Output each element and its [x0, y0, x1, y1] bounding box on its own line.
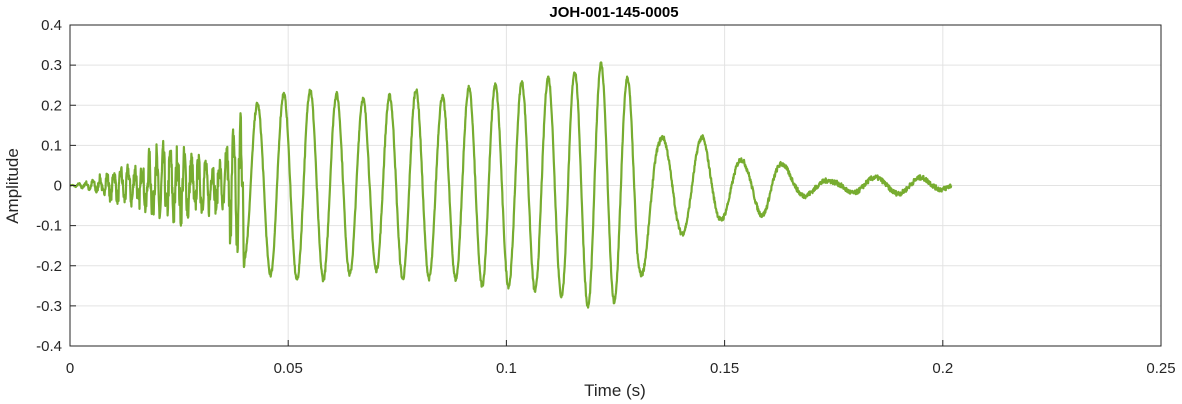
y-tick-label: -0.3 [36, 298, 62, 315]
y-tick-label: -0.1 [36, 218, 62, 235]
y-tick-label: 0.1 [41, 137, 62, 154]
x-tick-label: 0.1 [496, 360, 517, 377]
x-tick-label: 0.15 [710, 360, 739, 377]
x-tick-label: 0.2 [932, 360, 953, 377]
x-axis-ticks: 0 0.05 0.1 0.15 0.2 0.25 [66, 340, 1176, 377]
y-tick-label: -0.2 [36, 258, 62, 275]
waveform-line [69, 61, 953, 309]
y-tick-label: 0.4 [41, 17, 62, 34]
x-tick-label: 0.25 [1146, 360, 1175, 377]
y-tick-label: 0.2 [41, 97, 62, 114]
x-tick-label: 0 [66, 360, 74, 377]
y-axis-label: Amplitude [3, 148, 22, 224]
x-tick-label: 0.05 [274, 360, 303, 377]
waveform-series [69, 61, 953, 309]
y-axis-ticks: 0.4 0.3 0.2 0.1 0 -0.1 -0.2 -0.3 -0.4 [36, 17, 76, 355]
y-tick-label: -0.4 [36, 338, 62, 355]
y-tick-label: 0 [54, 178, 62, 195]
y-tick-label: 0.3 [41, 57, 62, 74]
x-axis-label: Time (s) [584, 381, 646, 400]
chart-title: JOH-001-145-0005 [549, 4, 678, 21]
